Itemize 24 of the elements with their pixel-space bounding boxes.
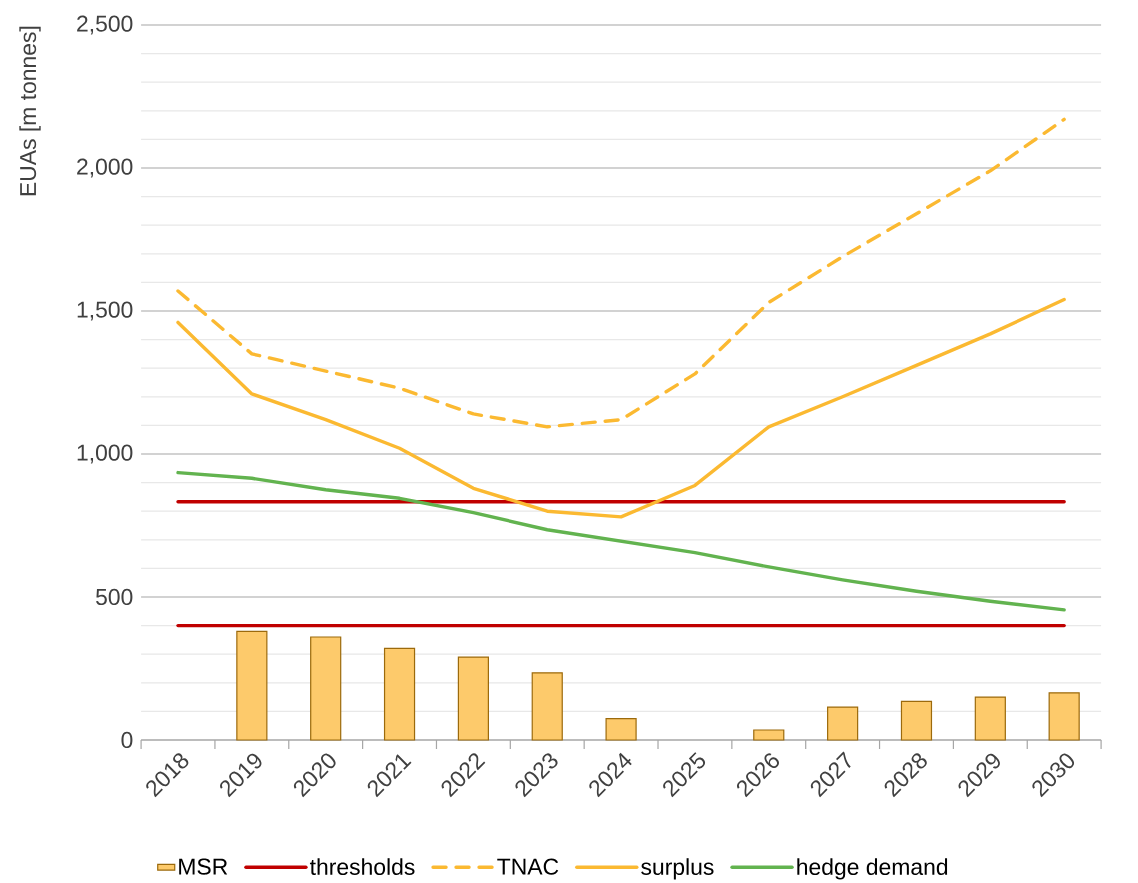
legend-label: thresholds <box>309 858 415 876</box>
bar <box>900 700 933 741</box>
bar <box>974 696 1006 741</box>
bar <box>531 672 563 741</box>
bar <box>753 729 785 741</box>
legend-label: surplus <box>641 858 714 880</box>
y-tick-label: 2,000 <box>77 158 133 178</box>
bar <box>827 706 859 741</box>
bar <box>310 636 342 741</box>
bar <box>605 717 637 741</box>
legend-label: TNAC <box>497 858 559 875</box>
y-axis-title: EUAs [m tonnes] <box>19 26 41 196</box>
line-series <box>176 297 1066 519</box>
y-tick-label: 1,500 <box>77 301 133 321</box>
bar <box>236 630 268 741</box>
bar <box>383 647 416 741</box>
y-tick-label: 500 <box>96 588 133 606</box>
bar <box>457 656 489 741</box>
y-tick-label: 2,500 <box>77 15 133 35</box>
bar <box>1048 692 1080 741</box>
legend-label: MSR <box>179 858 228 875</box>
legend-label: hedge demand <box>797 858 948 880</box>
y-tick-label: 0 <box>121 731 133 749</box>
y-tick-label: 1,000 <box>77 444 133 464</box>
